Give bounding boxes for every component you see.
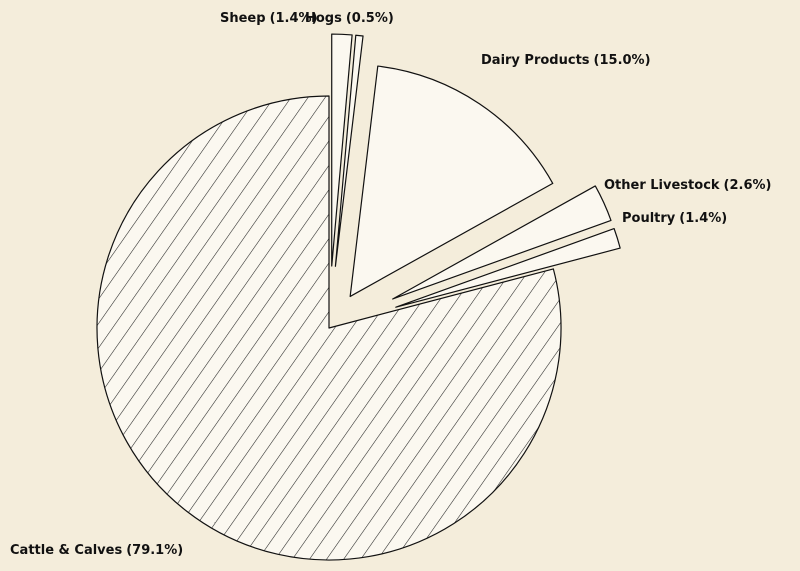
- slice-value: (79.1%): [126, 543, 183, 558]
- slice-value: (15.0%): [594, 53, 651, 68]
- slice-label: Sheep (1.4%): [220, 11, 318, 26]
- slice-name: Hogs: [305, 11, 342, 26]
- slice-value: (2.6%): [724, 178, 772, 193]
- pie-slice: [331, 33, 353, 267]
- pie-slice: [392, 185, 612, 300]
- slice-label: Poultry (1.4%): [622, 211, 727, 226]
- slice-label: Hogs (0.5%): [305, 11, 394, 26]
- pie-slice: [334, 34, 364, 267]
- slice-name: Poultry: [622, 211, 676, 226]
- slice-name: Cattle & Calves: [10, 543, 122, 558]
- slice-label: Other Livestock (2.6%): [604, 178, 771, 193]
- pie-slice: [349, 65, 554, 298]
- pie-slice: [96, 95, 562, 561]
- slice-name: Dairy Products: [481, 53, 590, 68]
- slice-value: (1.4%): [270, 11, 318, 26]
- slice-value: (0.5%): [346, 11, 394, 26]
- slice-name: Sheep: [220, 11, 266, 26]
- pie-slice: [395, 228, 621, 308]
- slice-name: Other Livestock: [604, 178, 720, 193]
- slice-label: Cattle & Calves (79.1%): [10, 543, 183, 558]
- slice-label: Dairy Products (15.0%): [481, 53, 651, 68]
- slice-value: (1.4%): [679, 211, 727, 226]
